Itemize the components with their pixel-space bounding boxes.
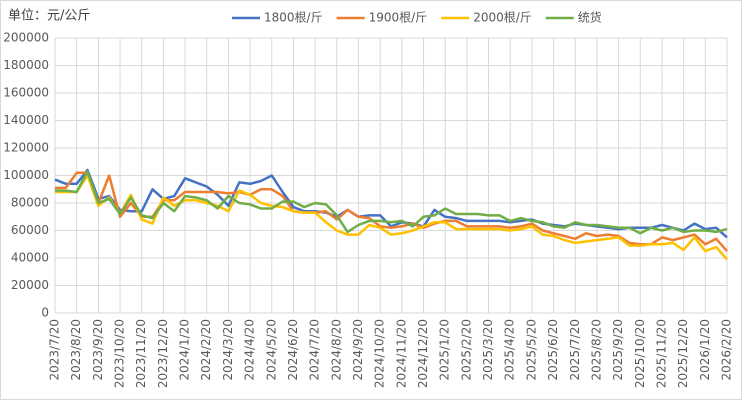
x-tick-label: 2024/1/20	[178, 319, 192, 381]
y-tick-label: 60000	[11, 223, 49, 237]
x-tick-label: 2025/6/20	[546, 319, 560, 381]
x-tick-label: 2024/2/20	[199, 319, 213, 381]
y-tick-label: 100000	[3, 168, 49, 182]
legend-label: 统货	[578, 10, 602, 25]
y-tick-label: 200000	[3, 31, 49, 45]
x-tick-label: 2023/8/20	[69, 319, 83, 381]
x-tick-label: 2023/12/20	[156, 319, 170, 388]
x-tick-label: 2023/11/20	[134, 319, 148, 388]
x-tick-label: 2025/11/20	[654, 319, 668, 388]
y-tick-label: 40000	[11, 251, 49, 265]
x-tick-label: 2024/3/20	[221, 319, 235, 381]
y-tick-label: 120000	[3, 141, 49, 155]
x-tick-label: 2025/8/20	[589, 319, 603, 381]
legend-label: 1800根/斤	[264, 11, 323, 25]
x-tick-label: 2025/3/20	[481, 319, 495, 381]
x-tick-label: 2024/9/20	[351, 319, 365, 381]
y-tick-label: 140000	[3, 113, 49, 127]
x-tick-label: 2024/11/20	[394, 319, 408, 388]
x-tick-label: 2024/12/20	[416, 319, 430, 388]
x-tick-label: 2025/5/20	[524, 319, 538, 381]
x-tick-label: 2025/7/20	[568, 319, 582, 381]
x-tick-label: 2023/10/20	[113, 319, 127, 388]
y-tick-label: 160000	[3, 86, 49, 100]
legend-label: 2000根/斤	[473, 11, 532, 25]
x-tick-label: 2023/9/20	[91, 319, 105, 381]
y-tick-label: 180000	[3, 58, 49, 72]
x-tick-label: 2025/9/20	[611, 319, 625, 381]
x-tick-label: 2025/1/20	[438, 319, 452, 381]
x-tick-label: 2026/1/20	[698, 319, 712, 381]
legend-label: 1900根/斤	[369, 11, 428, 25]
chart-title: 单位：元/公斤	[8, 9, 90, 24]
series-line	[55, 174, 728, 261]
x-tick-label: 2025/4/20	[503, 319, 517, 381]
series-line	[55, 170, 728, 235]
x-tick-label: 2024/4/20	[243, 319, 257, 381]
x-tick-label: 2023/7/20	[48, 319, 62, 381]
y-tick-label: 20000	[11, 278, 49, 292]
x-tick-label: 2025/10/20	[633, 319, 647, 388]
x-tick-label: 2025/12/20	[676, 319, 690, 388]
series-line	[54, 168, 728, 239]
x-tick-label: 2026/2/20	[720, 319, 734, 381]
x-tick-label: 2024/5/20	[264, 319, 278, 381]
x-tick-label: 2024/7/20	[308, 319, 322, 381]
y-tick-label: 0	[41, 306, 49, 320]
x-tick-label: 2024/6/20	[286, 319, 300, 381]
x-tick-label: 2025/2/20	[459, 319, 473, 381]
x-tick-label: 2024/10/20	[373, 319, 387, 388]
x-tick-label: 2024/8/20	[329, 319, 343, 381]
y-tick-label: 80000	[11, 196, 49, 210]
